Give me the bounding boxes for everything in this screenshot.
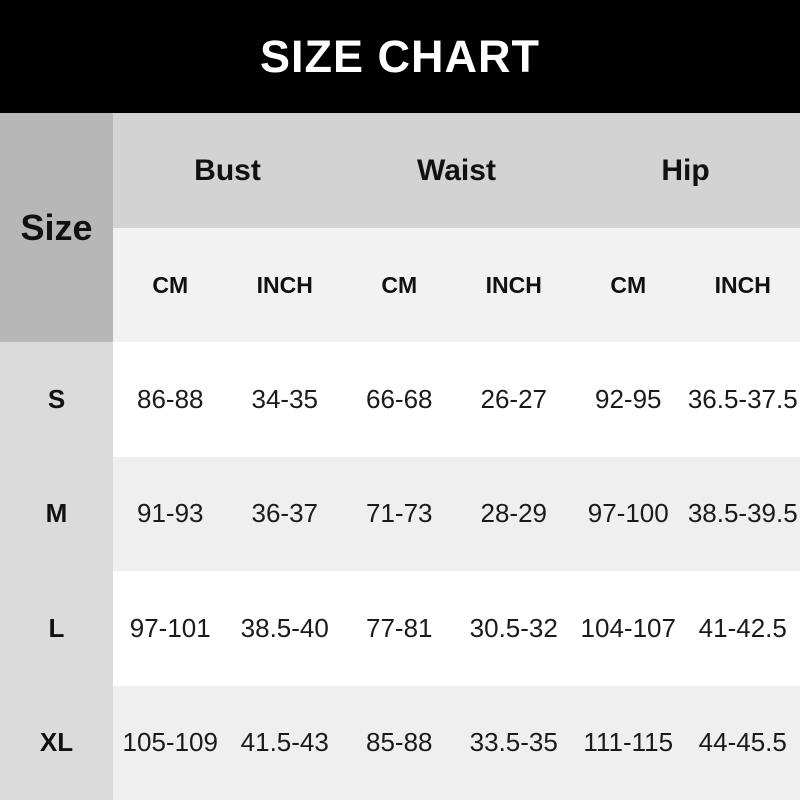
table-cell: 26-27: [456, 342, 571, 457]
unit-header-bust-inch: INCH: [227, 228, 342, 342]
table-cell: 105-109: [113, 685, 228, 800]
table-row-m: M 91-93 36-37 71-73 28-29 97-100 38.5-39…: [0, 456, 800, 571]
size-column-header: Size: [0, 113, 113, 342]
table-cell: 71-73: [342, 456, 457, 571]
table-row-s: S 86-88 34-35 66-68 26-27 92-95 36.5-37.…: [0, 342, 800, 457]
table-cell: 86-88: [113, 342, 228, 457]
table-cell: 104-107: [571, 571, 686, 686]
table-cell: 38.5-39.5: [685, 456, 800, 571]
group-header-waist: Waist: [342, 113, 571, 228]
table-cell: 97-101: [113, 571, 228, 686]
unit-header-hip-cm: CM: [571, 228, 686, 342]
size-chart-table: Size Bust Waist Hip CM INCH CM INCH CM I…: [0, 113, 800, 800]
size-cell: XL: [0, 685, 113, 800]
size-cell: L: [0, 571, 113, 686]
table-cell: 97-100: [571, 456, 686, 571]
group-header-row: Size Bust Waist Hip: [0, 113, 800, 342]
table-cell: 66-68: [342, 342, 457, 457]
table-cell: 111-115: [571, 685, 686, 800]
size-cell: M: [0, 456, 113, 571]
table-row-xl: XL 105-109 41.5-43 85-88 33.5-35 111-115…: [0, 685, 800, 800]
group-header-hip: Hip: [571, 113, 800, 228]
table-cell: 36-37: [227, 456, 342, 571]
size-cell: S: [0, 342, 113, 457]
table-cell: 85-88: [342, 685, 457, 800]
table-row-l: L 97-101 38.5-40 77-81 30.5-32 104-107 4…: [0, 571, 800, 686]
group-header-bust: Bust: [113, 113, 342, 228]
table-cell: 33.5-35: [456, 685, 571, 800]
table-cell: 77-81: [342, 571, 457, 686]
table-cell: 41-42.5: [685, 571, 800, 686]
table-cell: 34-35: [227, 342, 342, 457]
unit-header-bust-cm: CM: [113, 228, 228, 342]
table-cell: 41.5-43: [227, 685, 342, 800]
page-title: SIZE CHART: [260, 30, 540, 82]
unit-header-hip-inch: INCH: [685, 228, 800, 342]
table-cell: 36.5-37.5: [685, 342, 800, 457]
unit-header-waist-cm: CM: [342, 228, 457, 342]
table-cell: 38.5-40: [227, 571, 342, 686]
unit-header-waist-inch: INCH: [456, 228, 571, 342]
table-cell: 28-29: [456, 456, 571, 571]
table-cell: 44-45.5: [685, 685, 800, 800]
banner: SIZE CHART: [0, 0, 800, 113]
table-cell: 91-93: [113, 456, 228, 571]
table-cell: 92-95: [571, 342, 686, 457]
table-cell: 30.5-32: [456, 571, 571, 686]
unit-header-row: CM INCH CM INCH CM INCH: [0, 228, 800, 342]
